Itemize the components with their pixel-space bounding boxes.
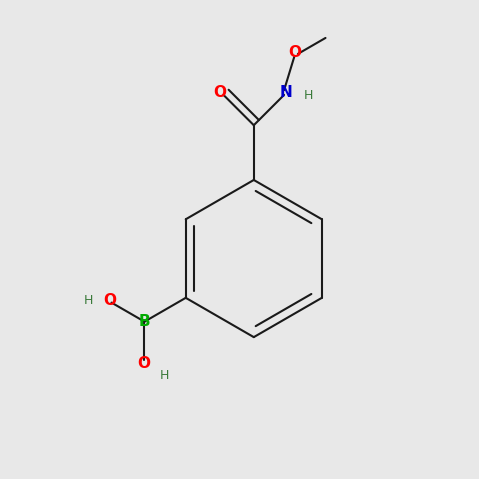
Text: O: O [103,293,116,308]
Text: O: O [137,355,150,371]
Text: O: O [288,45,302,60]
Text: B: B [139,314,150,329]
Text: O: O [213,84,226,100]
Text: N: N [279,84,292,100]
Text: H: H [160,369,169,382]
Text: H: H [304,90,314,103]
Text: H: H [84,294,93,307]
